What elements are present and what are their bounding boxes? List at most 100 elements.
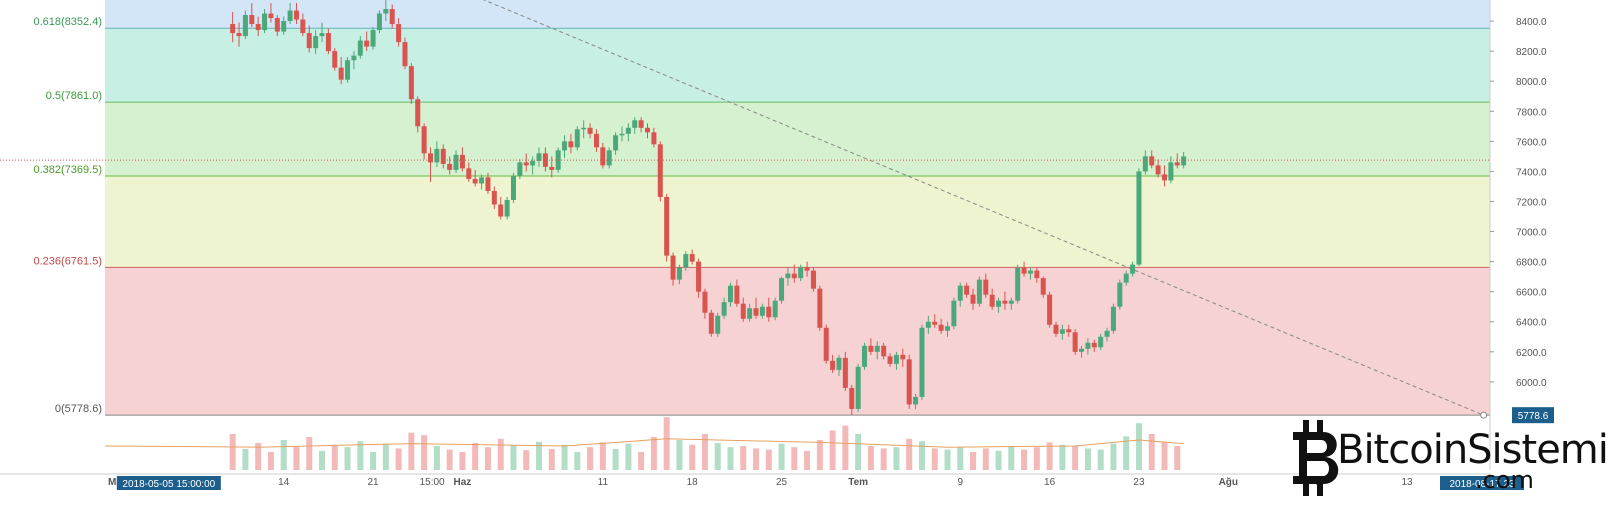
candle-body <box>351 55 357 61</box>
candle <box>574 126 580 151</box>
candle-body <box>747 308 753 319</box>
volume-bars <box>104 417 1184 470</box>
x-tick-label: 9 <box>957 477 963 488</box>
candle-body <box>274 18 280 32</box>
candle <box>434 141 440 167</box>
candle-body <box>600 147 606 166</box>
candle-body <box>944 326 950 331</box>
candle-body <box>625 127 631 134</box>
candle-body <box>313 36 319 49</box>
candle <box>657 141 663 202</box>
candle-body <box>874 345 880 352</box>
volume-bar <box>880 448 887 470</box>
volume-bar <box>663 417 670 470</box>
candle <box>593 129 599 152</box>
candle <box>1002 291 1008 310</box>
candle-body <box>287 10 293 22</box>
candle-body <box>830 360 836 370</box>
candle <box>964 282 970 298</box>
y-tick-label: 6600.0 <box>1516 288 1547 299</box>
volume-bar <box>395 448 402 470</box>
candle-body <box>568 141 574 148</box>
candle <box>938 318 944 334</box>
candle <box>855 363 861 412</box>
y-tick-label: 7600.0 <box>1516 137 1547 148</box>
candle-body <box>785 273 791 279</box>
candle <box>364 31 370 52</box>
y-tick-label: 8200.0 <box>1516 47 1547 58</box>
candle-body <box>1085 342 1091 349</box>
volume-bar <box>484 447 491 470</box>
candle-body <box>542 153 548 167</box>
candle <box>1034 267 1040 283</box>
candle-body <box>1142 156 1148 172</box>
volume-bar <box>574 452 581 470</box>
volume-bar <box>1072 446 1079 470</box>
candle-body <box>606 150 612 166</box>
candle-body <box>632 120 638 128</box>
candle-body <box>727 285 733 303</box>
candle-body <box>1021 267 1027 274</box>
x-tick-label: Tem <box>848 477 868 488</box>
candle <box>459 147 465 172</box>
y-tick-label: 7200.0 <box>1516 197 1547 208</box>
volume-bar <box>242 449 249 470</box>
candle-body <box>638 120 644 128</box>
candle-body <box>849 387 855 409</box>
watermark-brand: BitcoinSistemi <box>1337 427 1609 473</box>
candle <box>1098 333 1104 351</box>
candle-body <box>510 175 516 200</box>
candle <box>293 3 299 25</box>
x-badge-left <box>116 476 221 490</box>
x-badge-right-text: 2018-08-17 23 <box>1449 479 1514 490</box>
candle-body <box>421 126 427 154</box>
candle <box>1079 345 1085 358</box>
candle <box>274 15 280 37</box>
volume-bar <box>829 430 836 470</box>
zone-236 <box>105 267 1490 416</box>
candle <box>976 276 982 307</box>
candle-body <box>983 279 989 295</box>
candle-body <box>855 366 861 409</box>
candle-body <box>491 190 497 205</box>
candle <box>262 9 268 34</box>
candle <box>530 156 536 175</box>
candle-body <box>906 359 912 405</box>
volume-bar <box>650 437 657 470</box>
candle-body <box>976 279 982 304</box>
candle <box>1174 153 1180 169</box>
candle <box>696 258 702 298</box>
candle-body <box>670 255 676 280</box>
volume-bar <box>1161 442 1168 470</box>
volume-bar <box>421 435 428 470</box>
candle-body <box>230 24 236 34</box>
candle-body <box>1091 342 1097 348</box>
candle-body <box>932 321 938 325</box>
candle <box>830 354 836 373</box>
candle-body <box>530 160 536 166</box>
candle <box>504 196 510 220</box>
candle-body <box>389 9 395 25</box>
candle <box>740 297 746 322</box>
candle-body <box>804 267 810 271</box>
candle <box>664 193 670 262</box>
candle-body <box>1104 330 1110 337</box>
candle <box>242 10 248 40</box>
candle-body <box>862 345 868 367</box>
volume-bar <box>906 438 913 470</box>
candle <box>900 348 906 367</box>
candle-body <box>345 60 351 80</box>
candle <box>396 18 402 47</box>
candle-body <box>1072 332 1078 352</box>
volume-bar <box>791 447 798 470</box>
candle-body <box>459 154 465 169</box>
y-axis-bg <box>1490 0 1615 430</box>
candle-body <box>957 285 963 301</box>
candle-body <box>702 291 708 313</box>
candle-body <box>319 33 325 37</box>
candle <box>670 252 676 286</box>
volume-bar <box>867 446 874 470</box>
candle-body <box>925 321 931 328</box>
candle-body <box>836 357 842 370</box>
volume-bar <box>306 437 313 470</box>
